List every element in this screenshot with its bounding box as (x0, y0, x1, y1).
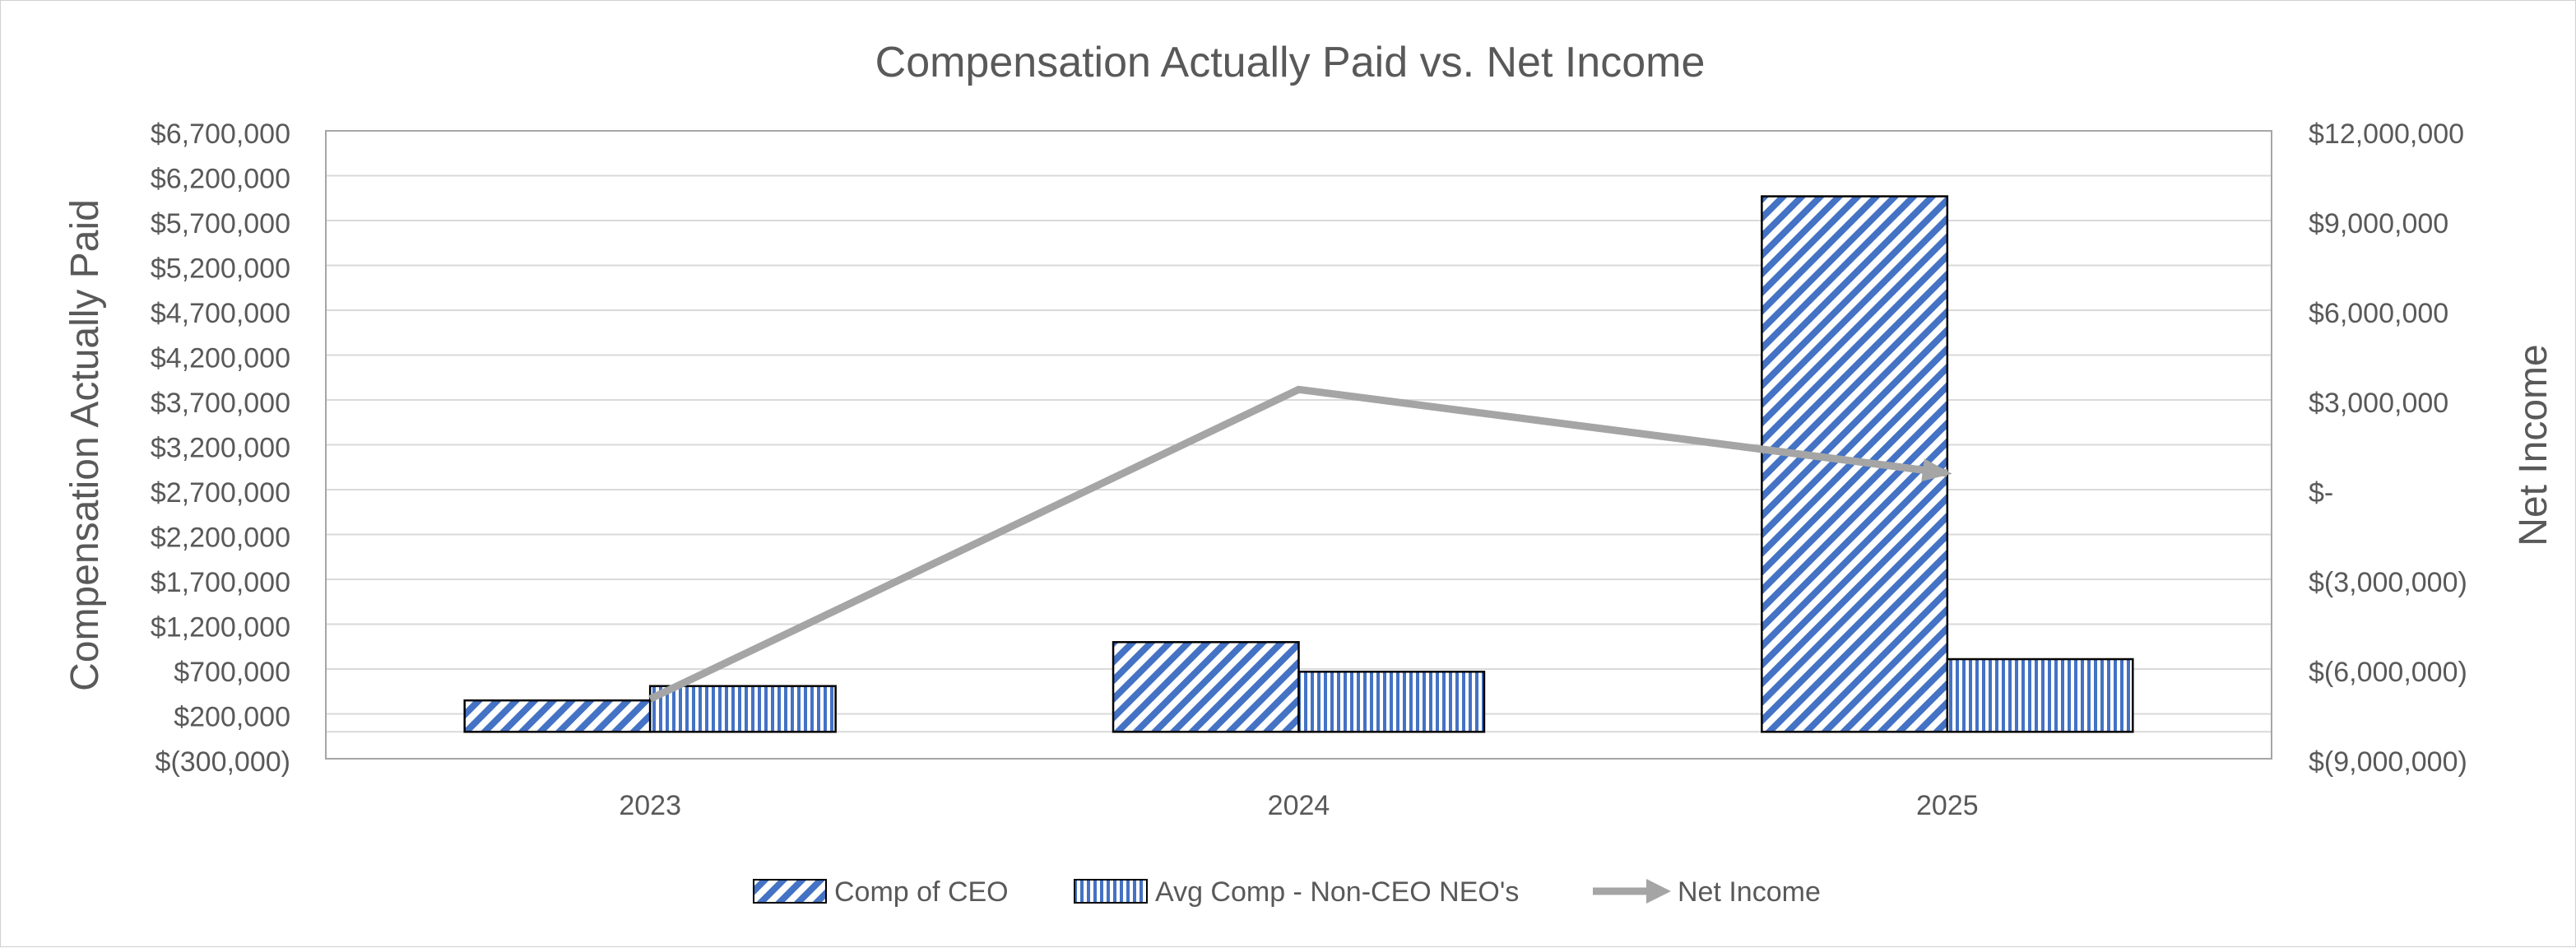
y-tick-label-left: $3,200,000 (151, 433, 290, 464)
y-axis-right-label: Net Income (2512, 344, 2555, 546)
bar-comp-of-ceo (463, 699, 652, 733)
y-tick-label-left: $3,700,000 (151, 388, 290, 419)
legend-swatch-net-income-arrow (1646, 879, 1671, 904)
y-tick-label-left: $4,700,000 (151, 298, 290, 329)
y-axis-left-label: Compensation Actually Paid (63, 199, 107, 691)
y-tick-label-left: $1,700,000 (151, 567, 290, 598)
y-tick-label-left: $1,200,000 (151, 612, 290, 644)
y-axis-left: $(300,000) $200,000 $700,000 $1,200,000 $1,7… (151, 118, 290, 778)
y-axis-right: $(9,000,000) $(6,000,000) $(3,000,000) $- $3… (2309, 118, 2467, 778)
legend-swatch-comp-of-ceo (753, 879, 827, 904)
plot-area-border (325, 130, 2272, 760)
bar-avg-comp-non-ceo (1297, 671, 1486, 733)
y-tick-label-left: $2,200,000 (151, 523, 290, 554)
y-tick-label-right: $(9,000,000) (2309, 746, 2467, 778)
legend: Comp of CEO Avg Comp - Non-CEO NEO's Net I… (753, 876, 1821, 908)
y-tick-label-left: $200,000 (174, 702, 290, 733)
y-tick-label-left: $2,700,000 (151, 477, 290, 509)
x-tick-label: 2024 (1268, 790, 1330, 821)
x-axis: 2023 2024 2025 (619, 790, 1978, 821)
legend-label-comp-of-ceo: Comp of CEO (834, 876, 1009, 908)
legend-label-net-income: Net Income (1678, 876, 1821, 908)
y-tick-label-left: $4,200,000 (151, 343, 290, 374)
legend-label-avg-comp: Avg Comp - Non-CEO NEO's (1155, 876, 1519, 908)
net-income-line (648, 385, 1948, 703)
y-tick-label-right: $(3,000,000) (2309, 567, 2467, 598)
legend-swatch-avg-comp (1074, 879, 1148, 904)
chart-title: Compensation Actually Paid vs. Net Incom… (875, 39, 1706, 86)
x-tick-label: 2025 (1916, 790, 1979, 821)
bar-comp-of-ceo (1112, 641, 1300, 733)
bar-avg-comp-non-ceo (1946, 658, 2134, 733)
y-tick-label-left: $6,700,000 (151, 118, 290, 150)
y-tick-label-right: $9,000,000 (2309, 208, 2448, 239)
bar-avg-comp-non-ceo (648, 685, 837, 733)
y-tick-label-right: $6,000,000 (2309, 298, 2448, 329)
net-income-arrowhead (1921, 458, 1952, 482)
y-tick-label-right: $- (2309, 477, 2333, 509)
y-tick-label-left: $6,200,000 (151, 164, 290, 195)
net-income-line-layer (648, 385, 1952, 703)
y-tick-label-right: $(6,000,000) (2309, 657, 2467, 688)
y-tick-label-left: $5,700,000 (151, 208, 290, 239)
x-tick-label: 2023 (619, 790, 681, 821)
y-tick-label-left: $(300,000) (155, 746, 290, 778)
y-tick-label-left: $700,000 (174, 657, 290, 688)
y-tick-label-left: $5,200,000 (151, 253, 290, 285)
bars (463, 195, 2134, 733)
y-tick-label-right: $12,000,000 (2309, 118, 2464, 150)
y-tick-label-right: $3,000,000 (2309, 388, 2448, 419)
